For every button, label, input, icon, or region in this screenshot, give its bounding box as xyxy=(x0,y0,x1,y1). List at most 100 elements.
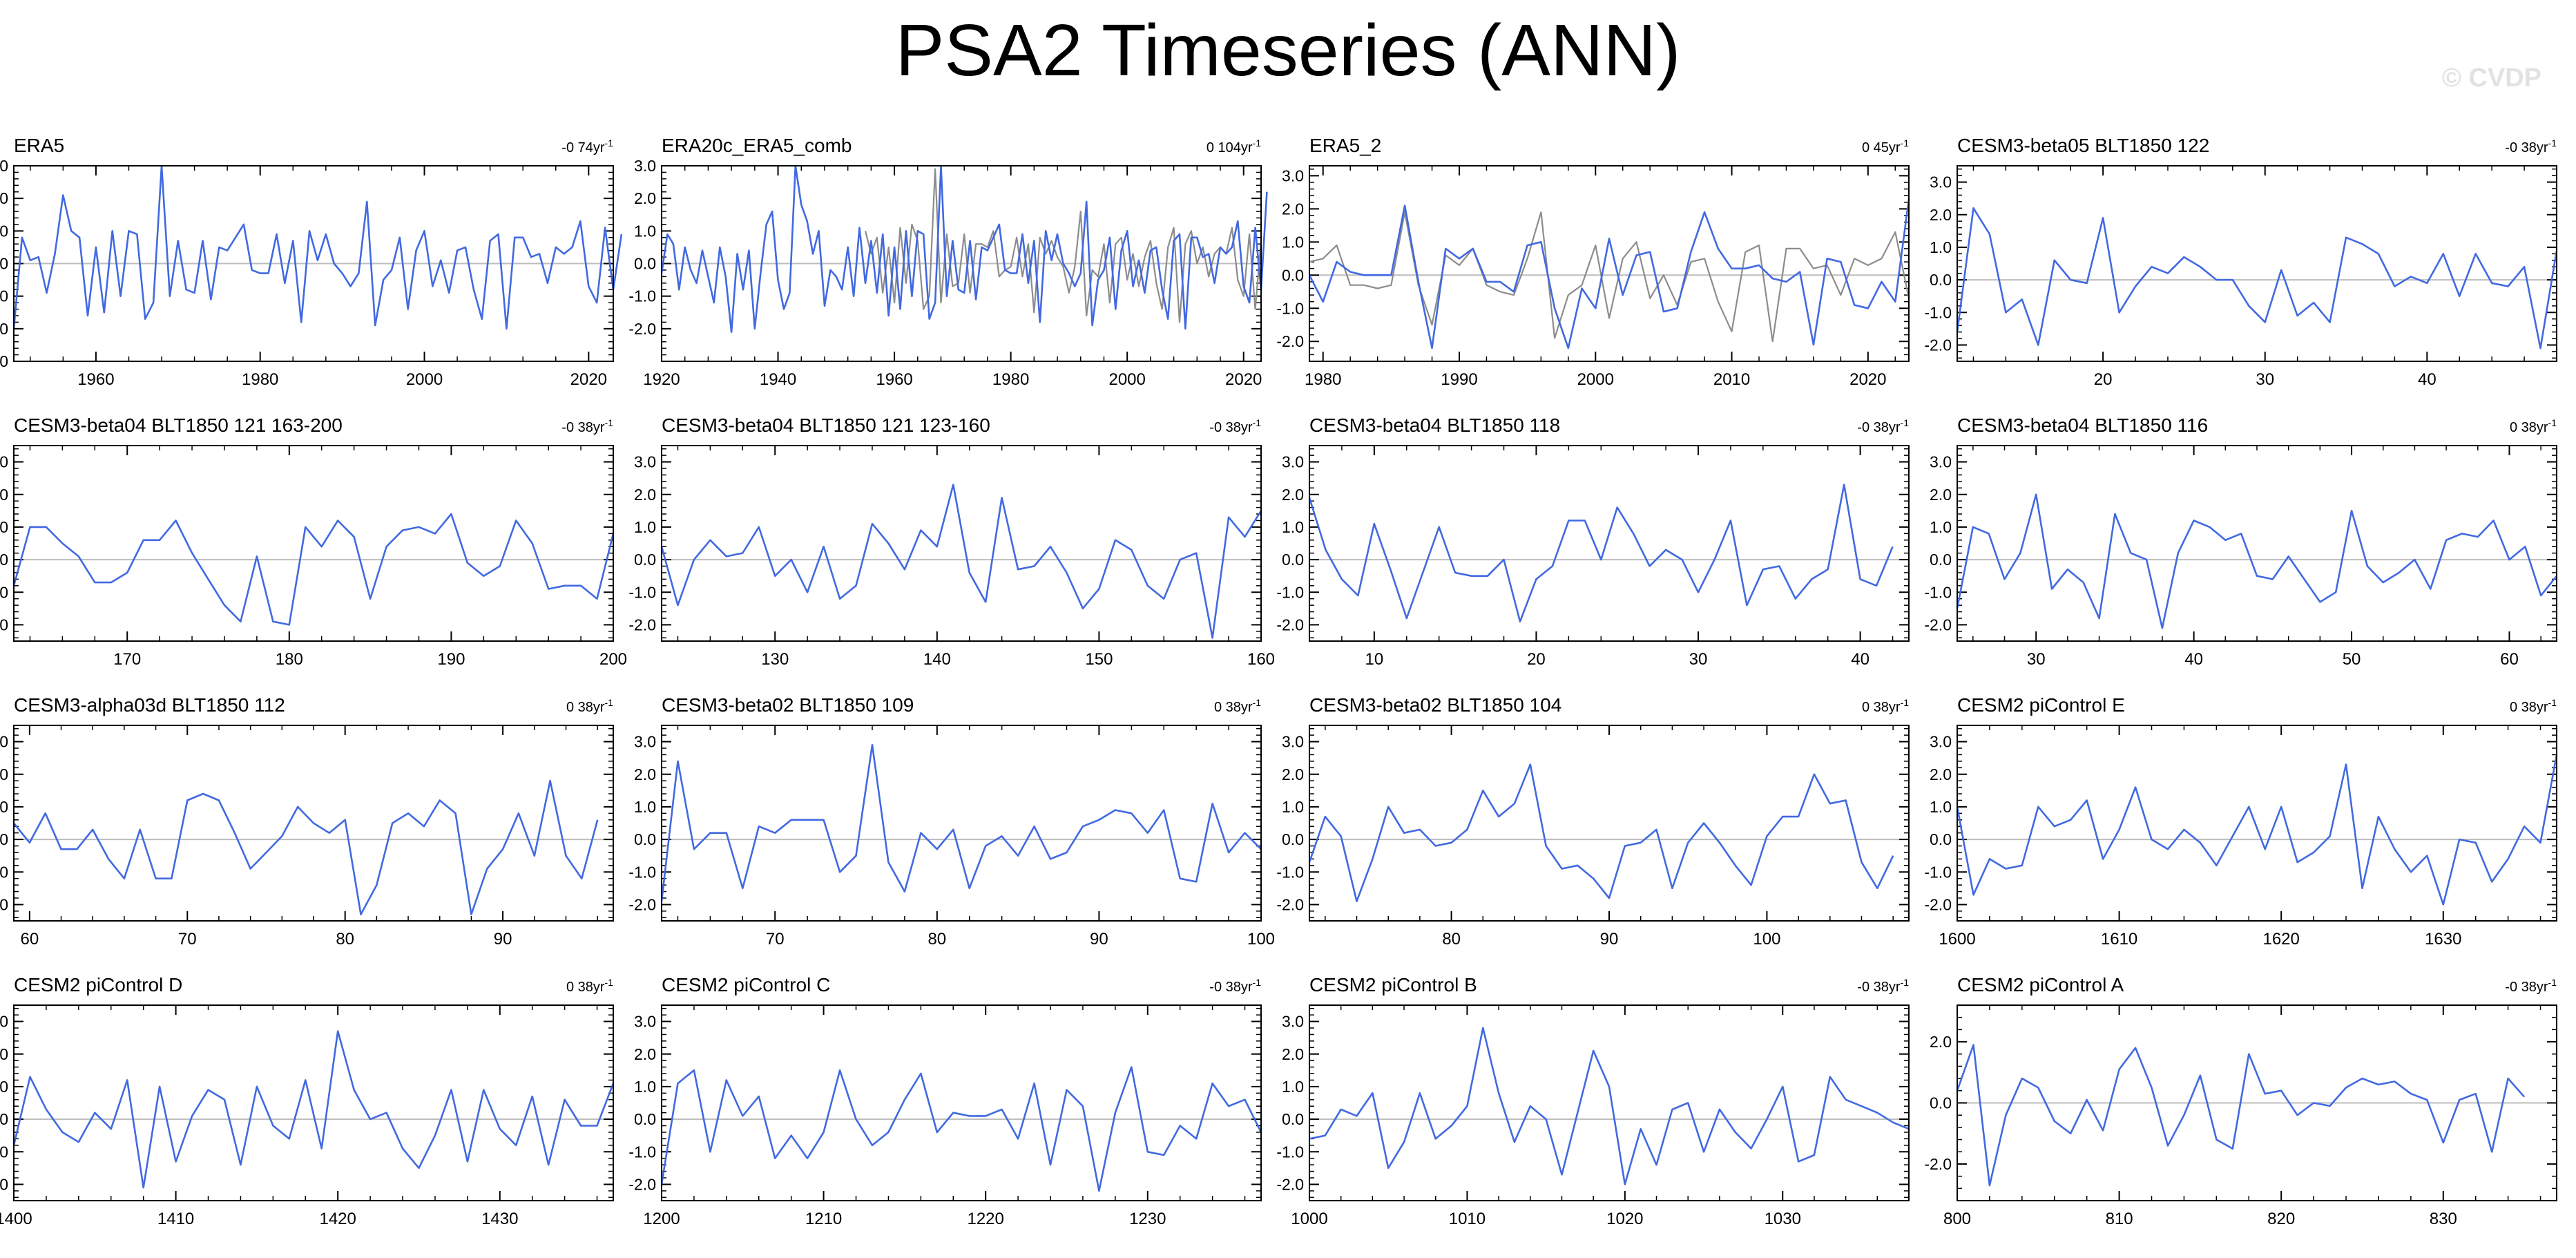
y-tick-label: -2.0 xyxy=(1276,332,1304,350)
y-tick-label: 3.0 xyxy=(1282,1013,1304,1031)
y-tick-label: 0.0 xyxy=(634,255,656,273)
panel-title: CESM2 piControl C xyxy=(662,974,830,995)
plot-frame xyxy=(1957,725,2557,922)
plot-frame xyxy=(1957,1004,2557,1201)
plot-frame xyxy=(1309,445,1910,642)
panel-title: CESM3-beta04 BLT1850 121 163-200 xyxy=(14,414,343,436)
y-tick-label: -2.0 xyxy=(1276,1175,1304,1193)
panel-trend: 0 104yr-1 xyxy=(1207,137,1261,155)
y-tick-label: -1.0 xyxy=(628,583,656,601)
panel-trend: 0 45yr-1 xyxy=(1862,137,1909,155)
x-tick-label: 90 xyxy=(1600,930,1619,949)
x-tick-label: 1000 xyxy=(1291,1210,1327,1228)
panel-trend: -0 38yr-1 xyxy=(1209,417,1261,435)
y-tick-label: 2.0 xyxy=(634,765,656,783)
y-tick-label: -2.0 xyxy=(1276,895,1304,913)
y-tick-label: -2.0 xyxy=(1924,616,1952,633)
y-tick-label: -2.0 xyxy=(1924,1155,1952,1173)
y-tick-label: 2.0 xyxy=(634,486,656,504)
y-tick-label: 1.0 xyxy=(1930,518,1952,536)
plot-frame xyxy=(661,165,1262,362)
x-tick-label: 40 xyxy=(2418,370,2436,389)
x-tick-label: 30 xyxy=(1689,650,1708,669)
panel-trend: 0 38yr-1 xyxy=(1862,697,1909,715)
plot-frame xyxy=(1957,445,2557,642)
y-tick-label: 3.0 xyxy=(1930,453,1952,471)
x-tick-label: 2000 xyxy=(1108,370,1145,389)
x-tick-label: 1400 xyxy=(0,1210,32,1228)
series-line-primary xyxy=(12,164,623,330)
chart-panel-2: ERA20c_ERA5_comb 0 104yr-1 -2.0 -1.0 0.0 1.0 2… xyxy=(628,135,1268,389)
panel-title: CESM3-beta05 BLT1850 122 xyxy=(1957,135,2209,156)
y-tick-label: 0.0 xyxy=(1282,551,1304,569)
x-tick-label: 1980 xyxy=(1305,370,1341,389)
y-tick-label: 0.0 xyxy=(634,830,656,848)
x-tick-label: 1920 xyxy=(643,370,680,389)
series-line-primary xyxy=(12,779,599,915)
y-tick-label: -2.0 xyxy=(628,320,656,338)
y-tick-label: 3.0 xyxy=(1282,733,1304,751)
series-line-primary xyxy=(1956,493,2558,629)
y-tick-label: -3.0 xyxy=(0,352,8,370)
y-tick-label: 1.0 xyxy=(0,222,8,240)
x-tick-label: 2010 xyxy=(1713,370,1750,389)
plot-frame xyxy=(1309,1004,1910,1201)
x-tick-label: 1960 xyxy=(77,370,114,389)
y-tick-label: 2.0 xyxy=(1282,765,1304,783)
y-tick-label: 2.0 xyxy=(1282,1045,1304,1063)
x-tick-label: 40 xyxy=(1851,650,1869,669)
y-tick-label: 1.0 xyxy=(634,798,656,816)
x-tick-label: 2020 xyxy=(1225,370,1262,389)
plot-frame xyxy=(661,725,1262,922)
panel-trend: -0 38yr-1 xyxy=(561,417,613,435)
x-tick-label: 1200 xyxy=(643,1210,680,1228)
series-line-primary xyxy=(660,1066,1262,1192)
panel-title: CESM3-alpha03d BLT1850 112 xyxy=(14,694,285,716)
y-tick-label: -2.0 xyxy=(1276,616,1304,633)
chart-panel-11: CESM3-beta02 BLT1850 104 0 38yr-1 -2.0 -1.0… xyxy=(1276,694,1910,949)
y-tick-label: 3.0 xyxy=(634,1013,656,1031)
y-tick-label: -1.0 xyxy=(1276,583,1304,601)
y-tick-label: -2.0 xyxy=(0,1175,8,1193)
x-tick-label: 1410 xyxy=(157,1210,194,1228)
series-line-primary xyxy=(1309,1027,1910,1185)
panel-trend: -0 38yr-1 xyxy=(1857,417,1909,435)
x-tick-label: 80 xyxy=(927,930,946,949)
y-tick-label: 2.0 xyxy=(0,1045,8,1063)
y-tick-label: 2.0 xyxy=(1930,1033,1952,1051)
y-tick-label: 3.0 xyxy=(0,733,8,751)
panel-title: ERA20c_ERA5_comb xyxy=(662,135,852,156)
chart-panel-4: CESM3-beta05 BLT1850 122 -0 38yr-1 -2.0 -1.… xyxy=(1924,135,2558,389)
x-tick-label: 160 xyxy=(1247,650,1275,669)
x-tick-label: 190 xyxy=(437,650,465,669)
panel-title: CESM3-beta04 BLT1850 116 xyxy=(1957,414,2208,436)
x-tick-label: 1940 xyxy=(760,370,796,389)
series-line-primary xyxy=(1956,1044,2526,1187)
y-tick-label: -1.0 xyxy=(0,1143,8,1161)
series-line-primary xyxy=(12,1030,615,1189)
y-tick-label: 1.0 xyxy=(634,222,656,240)
panel-trend: 0 38yr-1 xyxy=(2510,417,2557,435)
y-tick-label: 1.0 xyxy=(634,1078,656,1096)
y-tick-label: -1.0 xyxy=(1924,303,1952,321)
chart-panel-5: CESM3-beta04 BLT1850 121 163-200 -0 38yr-… xyxy=(0,414,627,669)
chart-panel-15: CESM2 piControl B -0 38yr-1 -2.0 -1.0 0.0 1.0… xyxy=(1276,974,1910,1228)
panel-trend: 0 38yr-1 xyxy=(566,697,613,715)
chart-panel-1: ERA5 -0 74yr-1 -3.0 -2.0 -1.0 0.0 1.0 2.0 3.0 196… xyxy=(0,135,623,389)
plot-frame xyxy=(13,1004,614,1201)
x-tick-label: 800 xyxy=(1943,1210,1971,1228)
panel-title: CESM3-beta04 BLT1850 121 123-160 xyxy=(662,414,990,436)
panel-title: ERA5_2 xyxy=(1309,135,1381,156)
y-tick-label: 0.0 xyxy=(0,255,8,273)
x-tick-label: 1220 xyxy=(967,1210,1003,1228)
chart-panel-13: CESM2 piControl D 0 38yr-1 -2.0 -1.0 0.0 1.0 2… xyxy=(0,974,615,1228)
x-tick-label: 810 xyxy=(2106,1210,2133,1228)
panel-trend: -0 38yr-1 xyxy=(2505,137,2557,155)
plot-frame xyxy=(13,165,614,362)
y-tick-label: 2.0 xyxy=(0,765,8,783)
y-tick-label: 2.0 xyxy=(1930,486,1952,504)
y-tick-label: 0.0 xyxy=(634,551,656,569)
x-tick-label: 90 xyxy=(494,930,512,949)
x-tick-label: 60 xyxy=(2500,650,2519,669)
x-tick-label: 1620 xyxy=(2262,930,2299,949)
